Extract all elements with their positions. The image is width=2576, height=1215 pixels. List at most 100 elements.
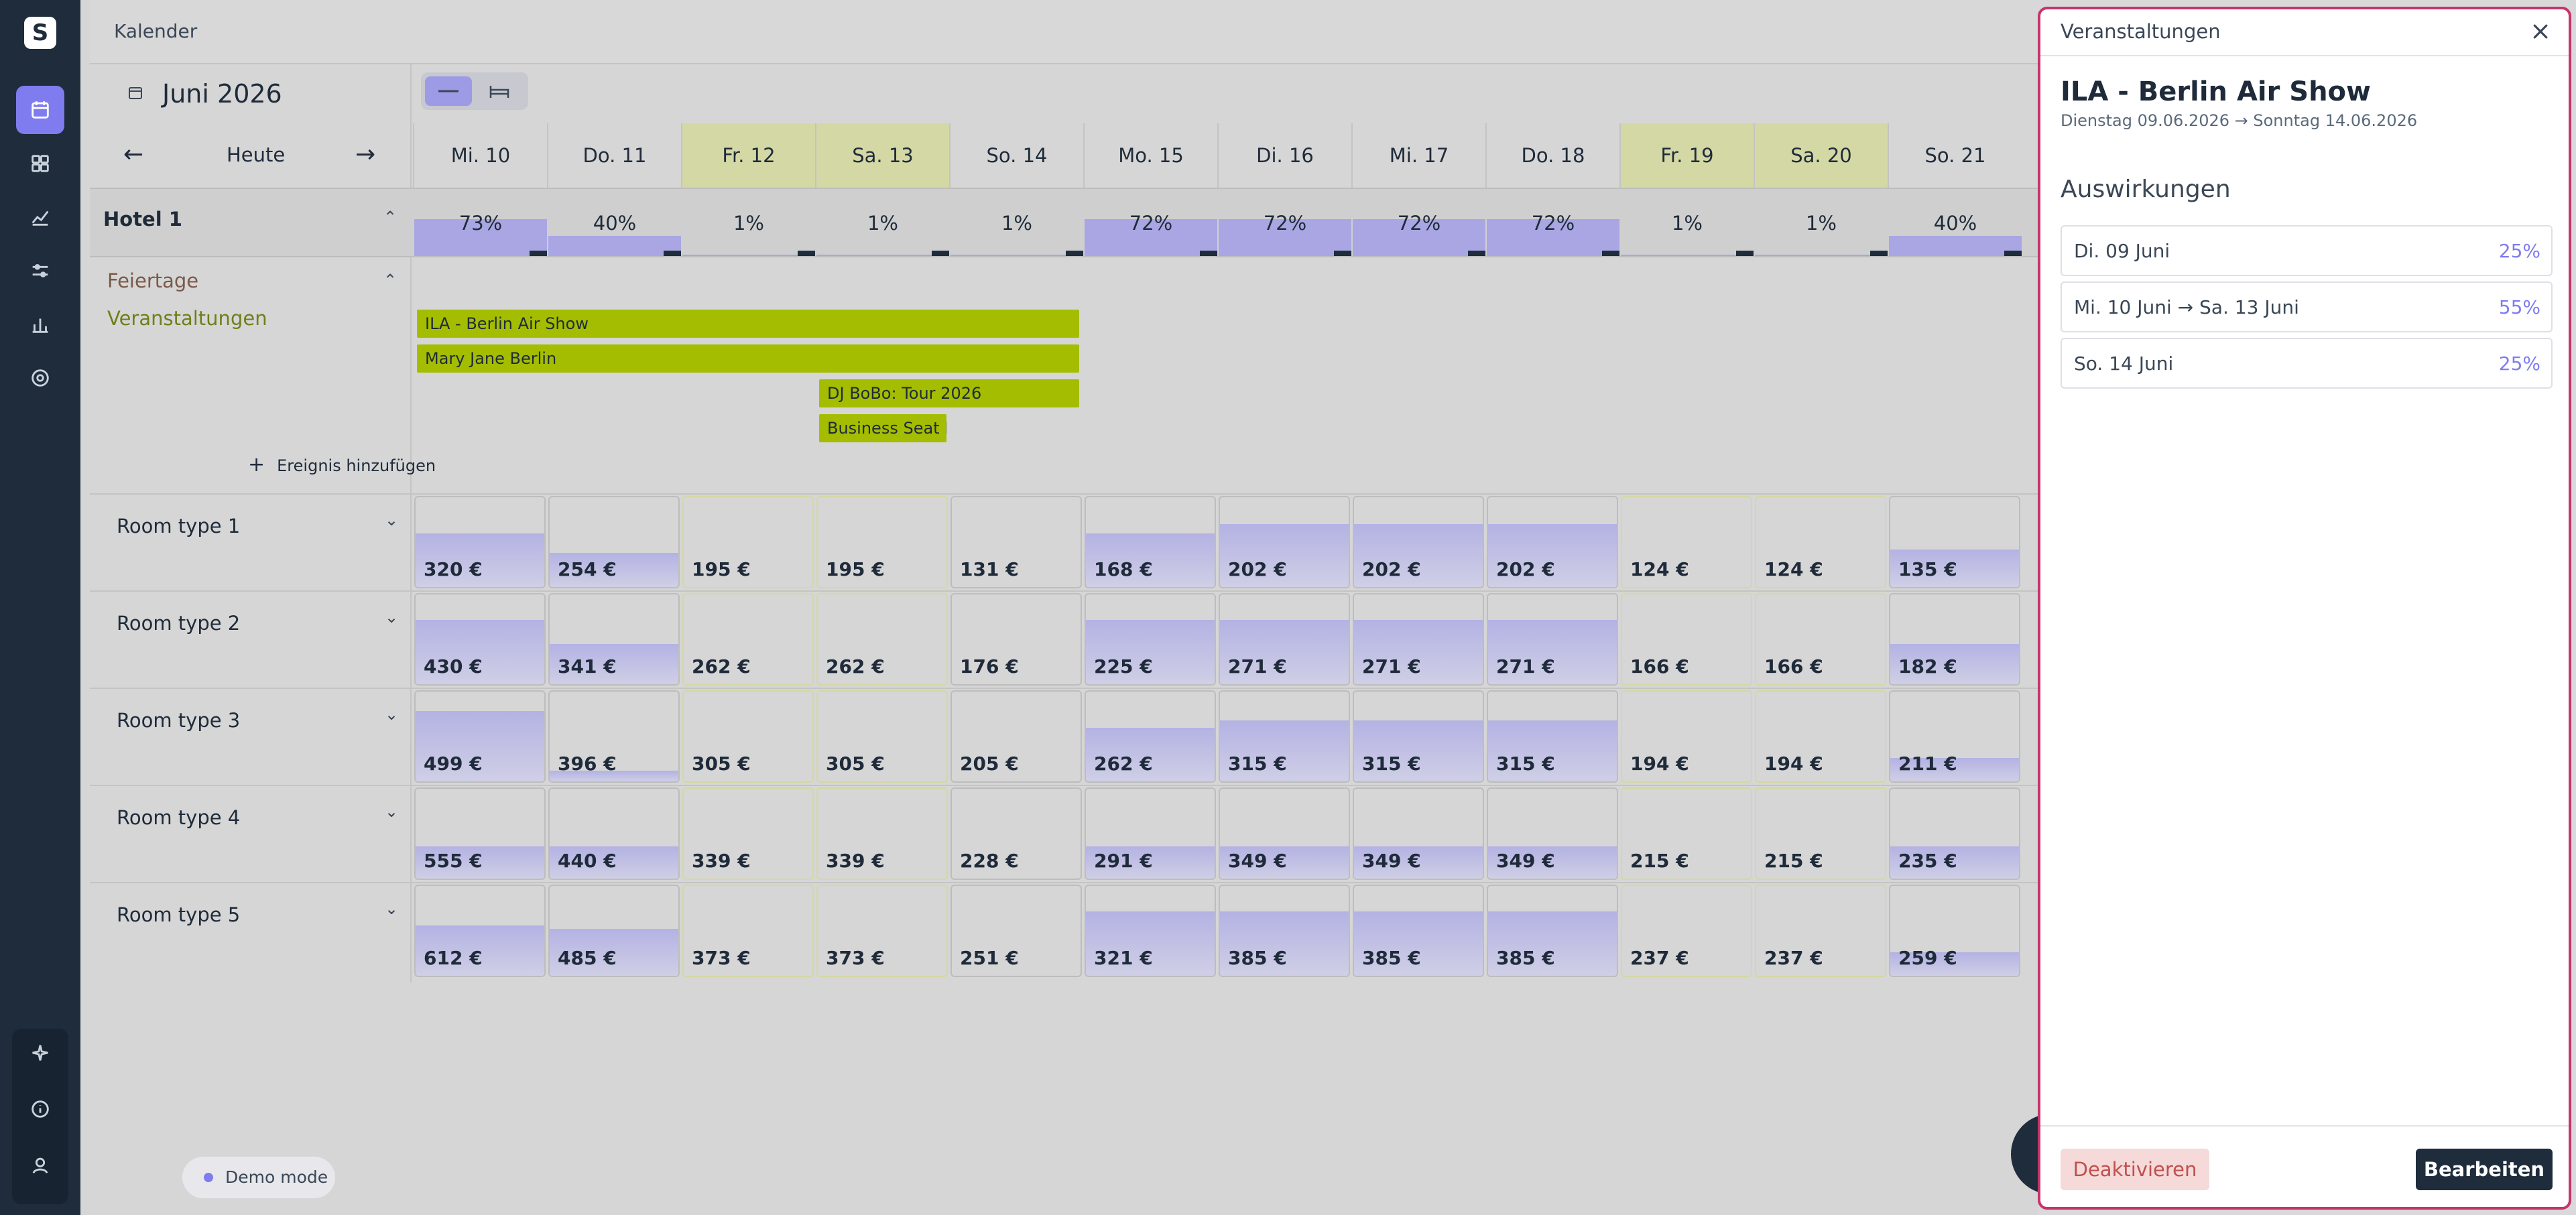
app-logo[interactable]: S xyxy=(24,17,56,49)
today-button[interactable]: Heute xyxy=(227,143,286,166)
impact-item[interactable]: So. 14 Juni 25% xyxy=(2061,338,2553,389)
price-cell[interactable]: 237 € xyxy=(1621,885,1752,977)
sidebar-dashboard-icon[interactable] xyxy=(16,139,64,188)
price-cell[interactable]: 215 € xyxy=(1621,787,1752,880)
price-cell[interactable]: 251 € xyxy=(950,885,1082,977)
line-view-icon[interactable] xyxy=(425,76,472,106)
price-cell[interactable]: 131 € xyxy=(950,496,1082,588)
month-label[interactable]: Juni 2026 xyxy=(162,79,282,109)
occupancy-cell[interactable]: 73% xyxy=(414,205,547,256)
next-arrow-icon[interactable]: → xyxy=(355,141,376,168)
hotel-collapse-chevron-icon[interactable]: ⌃ xyxy=(383,208,397,227)
price-cell[interactable]: 373 € xyxy=(682,885,814,977)
price-cell[interactable]: 211 € xyxy=(1889,690,2020,783)
price-cell[interactable]: 485 € xyxy=(548,885,680,977)
price-cell[interactable]: 349 € xyxy=(1353,787,1484,880)
impact-item[interactable]: Mi. 10 Juni → Sa. 13 Juni 55% xyxy=(2061,281,2553,332)
price-cell[interactable]: 321 € xyxy=(1085,885,1216,977)
price-cell[interactable]: 396 € xyxy=(548,690,680,783)
price-cell[interactable]: 291 € xyxy=(1085,787,1216,880)
price-cell[interactable]: 339 € xyxy=(682,787,814,880)
price-cell[interactable]: 315 € xyxy=(1219,690,1350,783)
price-cell[interactable]: 205 € xyxy=(950,690,1082,783)
price-cell[interactable]: 612 € xyxy=(414,885,546,977)
sidebar-reports-icon[interactable] xyxy=(16,300,64,348)
price-cell[interactable]: 271 € xyxy=(1487,593,1618,686)
occupancy-cell[interactable]: 72% xyxy=(1219,205,1351,256)
holidays-chevron-icon[interactable]: ⌃ xyxy=(383,271,397,290)
price-cell[interactable]: 271 € xyxy=(1353,593,1484,686)
occupancy-cell[interactable]: 40% xyxy=(1889,205,2022,256)
price-cell[interactable]: 349 € xyxy=(1219,787,1350,880)
price-cell[interactable]: 499 € xyxy=(414,690,546,783)
price-cell[interactable]: 259 € xyxy=(1889,885,2020,977)
price-cell[interactable]: 166 € xyxy=(1755,593,1886,686)
price-cell[interactable]: 315 € xyxy=(1487,690,1618,783)
price-cell[interactable]: 168 € xyxy=(1085,496,1216,588)
price-cell[interactable]: 305 € xyxy=(682,690,814,783)
price-cell[interactable]: 254 € xyxy=(548,496,680,588)
price-cell[interactable]: 166 € xyxy=(1621,593,1752,686)
event-bar-ila[interactable]: ILA - Berlin Air Show xyxy=(417,310,1079,338)
occupancy-cell[interactable]: 1% xyxy=(1755,205,1888,256)
add-event-button[interactable]: + Ereignis hinzufügen xyxy=(248,453,436,476)
price-cell[interactable]: 228 € xyxy=(950,787,1082,880)
price-cell[interactable]: 237 € xyxy=(1755,885,1886,977)
price-cell[interactable]: 373 € xyxy=(816,885,948,977)
event-bar-djbobo[interactable]: DJ BoBo: Tour 2026 xyxy=(819,379,1079,407)
day-header[interactable]: So. 14 xyxy=(949,123,1083,188)
room-type-chevron-icon[interactable]: ⌄ xyxy=(385,802,399,821)
impact-item[interactable]: Di. 09 Juni 25% xyxy=(2061,225,2553,276)
price-cell[interactable]: 385 € xyxy=(1487,885,1618,977)
price-cell[interactable]: 341 € xyxy=(548,593,680,686)
day-header[interactable]: Fr. 12 xyxy=(681,123,815,188)
price-cell[interactable]: 385 € xyxy=(1353,885,1484,977)
price-cell[interactable]: 194 € xyxy=(1755,690,1886,783)
event-bar-business-seat[interactable]: Business Seat Pa xyxy=(819,414,946,442)
room-type-chevron-icon[interactable]: ⌄ xyxy=(385,511,399,529)
day-header[interactable]: Di. 16 xyxy=(1217,123,1351,188)
room-type-chevron-icon[interactable]: ⌄ xyxy=(385,608,399,627)
sidebar-settings-icon[interactable] xyxy=(16,354,64,402)
user-icon[interactable] xyxy=(16,1141,64,1190)
day-header[interactable]: Do. 18 xyxy=(1485,123,1619,188)
event-bar-mary-jane[interactable]: Mary Jane Berlin xyxy=(417,344,1079,373)
price-cell[interactable]: 215 € xyxy=(1755,787,1886,880)
room-type-chevron-icon[interactable]: ⌄ xyxy=(385,899,399,918)
price-cell[interactable]: 202 € xyxy=(1353,496,1484,588)
day-header[interactable]: Sa. 20 xyxy=(1754,123,1888,188)
day-header[interactable]: Mi. 17 xyxy=(1351,123,1485,188)
price-cell[interactable]: 195 € xyxy=(816,496,948,588)
price-cell[interactable]: 262 € xyxy=(816,593,948,686)
price-cell[interactable]: 225 € xyxy=(1085,593,1216,686)
sidebar-calendar-icon[interactable] xyxy=(16,86,64,134)
occupancy-cell[interactable]: 1% xyxy=(816,205,949,256)
occupancy-cell[interactable]: 1% xyxy=(1621,205,1754,256)
deactivate-button[interactable]: Deaktivieren xyxy=(2061,1149,2209,1190)
price-cell[interactable]: 385 € xyxy=(1219,885,1350,977)
occupancy-cell[interactable]: 1% xyxy=(682,205,815,256)
price-cell[interactable]: 176 € xyxy=(950,593,1082,686)
price-cell[interactable]: 305 € xyxy=(816,690,948,783)
price-cell[interactable]: 124 € xyxy=(1755,496,1886,588)
sparkle-icon[interactable] xyxy=(16,1029,64,1077)
edit-button[interactable]: Bearbeiten xyxy=(2416,1149,2553,1190)
occupancy-cell[interactable]: 72% xyxy=(1085,205,1217,256)
price-cell[interactable]: 262 € xyxy=(1085,690,1216,783)
day-header[interactable]: Fr. 19 xyxy=(1619,123,1754,188)
price-cell[interactable]: 195 € xyxy=(682,496,814,588)
sidebar-sliders-icon[interactable] xyxy=(16,247,64,295)
prev-arrow-icon[interactable]: ← xyxy=(123,141,144,168)
price-cell[interactable]: 430 € xyxy=(414,593,546,686)
price-cell[interactable]: 135 € xyxy=(1889,496,2020,588)
price-cell[interactable]: 315 € xyxy=(1353,690,1484,783)
price-cell[interactable]: 271 € xyxy=(1219,593,1350,686)
price-cell[interactable]: 194 € xyxy=(1621,690,1752,783)
price-cell[interactable]: 202 € xyxy=(1219,496,1350,588)
occupancy-cell[interactable]: 40% xyxy=(548,205,681,256)
close-icon[interactable]: × xyxy=(2530,16,2551,46)
price-cell[interactable]: 235 € xyxy=(1889,787,2020,880)
room-type-chevron-icon[interactable]: ⌄ xyxy=(385,705,399,724)
price-cell[interactable]: 182 € xyxy=(1889,593,2020,686)
price-cell[interactable]: 339 € xyxy=(816,787,948,880)
